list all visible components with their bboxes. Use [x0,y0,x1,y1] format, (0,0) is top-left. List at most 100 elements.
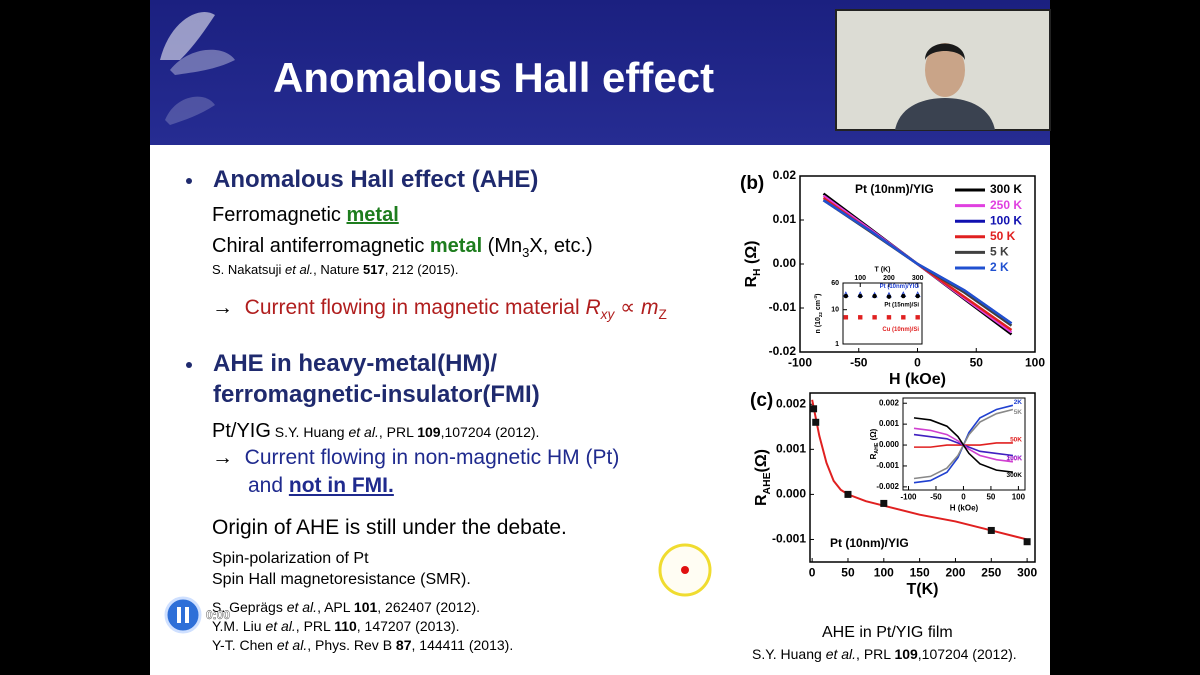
text: et al. [284,262,314,277]
point [886,315,892,320]
x-tick-label: 250 [981,566,1001,580]
text: X, etc.) [529,235,593,257]
text: , 262407 (2012). [377,599,481,615]
arrow: → [212,296,233,319]
text: Y-T. Chen [212,637,277,653]
text: , Nature [313,262,364,277]
y-tick-label: -0.02 [769,344,797,358]
bullet [186,362,192,368]
y-tick-label: -0.001 [772,532,806,546]
text: ,107204 (2012). [917,646,1017,662]
text-line: Origin of AHE is still under the debate. [212,516,567,539]
x-tick-label: 300 [912,275,924,282]
text: , PRL [856,646,895,662]
text: R [743,276,760,288]
x-tick-label: -100 [788,356,812,370]
y-tick-label: 0.001 [776,442,806,456]
panel-label: (b) [740,173,764,194]
y-axis-label: RH (Ω) [743,240,763,287]
annotation: Pt (10nm)/YIG [830,536,909,550]
pause-button[interactable] [164,596,202,634]
text: AHE [875,442,881,453]
legend-label: 300K [1006,472,1022,479]
text: 517 [363,262,385,277]
text: et al. [265,618,296,634]
leaf [165,96,215,125]
point [858,293,863,299]
text: m [640,296,659,319]
text: 101 [353,599,378,615]
text: Z [658,307,667,323]
text: R [869,453,878,459]
text: et al. [825,646,857,662]
y-tick-label: 0.002 [879,398,900,407]
y-tick-label: 0.001 [879,419,900,428]
x-tick-label: -50 [850,356,868,370]
point [901,315,906,320]
point [843,315,849,320]
text-line: Ferromagnetic metal [212,204,399,227]
legend-label: 100K [1006,455,1022,462]
point [812,418,820,426]
point [880,499,888,507]
legend-label: 100 K [990,213,1022,227]
leaf [170,49,235,75]
x-tick-label: 200 [945,566,965,580]
text: R [753,494,770,506]
reference: S. Geprägs et al., APL 101, 262407 (2012… [212,599,480,615]
text-line: Spin Hall magnetoresistance (SMR). [212,571,471,588]
x-tick-label: 100 [854,275,866,282]
legend-label: Cu (10nm)/Si [882,327,919,333]
text: et al. [348,424,379,440]
legend-label: 250K [1006,455,1022,462]
webcam-person [895,98,995,130]
text: et al. [276,637,308,653]
text: 109 [894,646,918,662]
y-tick-label: 0.000 [879,440,900,449]
legend-label: Pt (15nm)/Si [884,303,919,309]
point [872,293,877,299]
text-line: and not in FMI. [248,474,394,498]
text: S.Y. Huang [270,424,349,440]
x-tick-label: -50 [930,493,942,502]
text: 3 [522,245,530,260]
text: 22 [818,312,823,318]
text: Current flowing in non-magnetic HM (Pt) [244,446,620,469]
point [843,293,849,299]
x-tick-label: 100 [1012,493,1026,502]
text: -3 [813,295,818,300]
panel-label: (c) [750,390,773,411]
y-tick-label: -0.002 [876,482,899,491]
text: , Phys. Rev B [307,637,396,653]
point [901,293,906,299]
y-tick-label: 0.002 [776,396,806,410]
point [886,294,892,299]
text: cm [815,300,822,312]
legend-label: 2K [1014,399,1023,406]
y-axis-label: RAHE(Ω) [753,449,773,506]
x-axis-label: H (kOe) [950,504,979,513]
bullet-text: AHE in heavy-metal(HM)/ [213,350,498,377]
text-line: Chiral antiferromagnetic metal (Mn3X, et… [212,235,593,260]
player-time: 0:00 [206,608,230,622]
x-axis-label: T(K) [907,581,939,598]
x-tick-label: 0 [809,566,816,580]
text: S. Nakatsuji [212,262,285,277]
fit-line [811,399,1028,541]
y-axis-label: n (1022 cm-3) [813,294,823,334]
bullet-text: ferromagnetic-insulator(FMI) [213,381,540,408]
point [872,315,877,320]
text: , 212 (2015). [384,262,459,277]
text: ,107204 (2012). [440,424,540,440]
legend-label: 5 K [990,245,1009,259]
x-tick-label: 100 [1025,356,1045,370]
point [987,526,995,534]
text-line: → Current flowing in magnetic material R… [212,295,667,322]
point [858,315,863,320]
point [810,405,818,413]
text: ∝ [614,296,641,319]
webcam-hair [925,43,965,60]
text: , PRL [295,618,335,634]
text: (Ω) [869,428,878,442]
x-tick-label: 300 [1017,566,1037,580]
